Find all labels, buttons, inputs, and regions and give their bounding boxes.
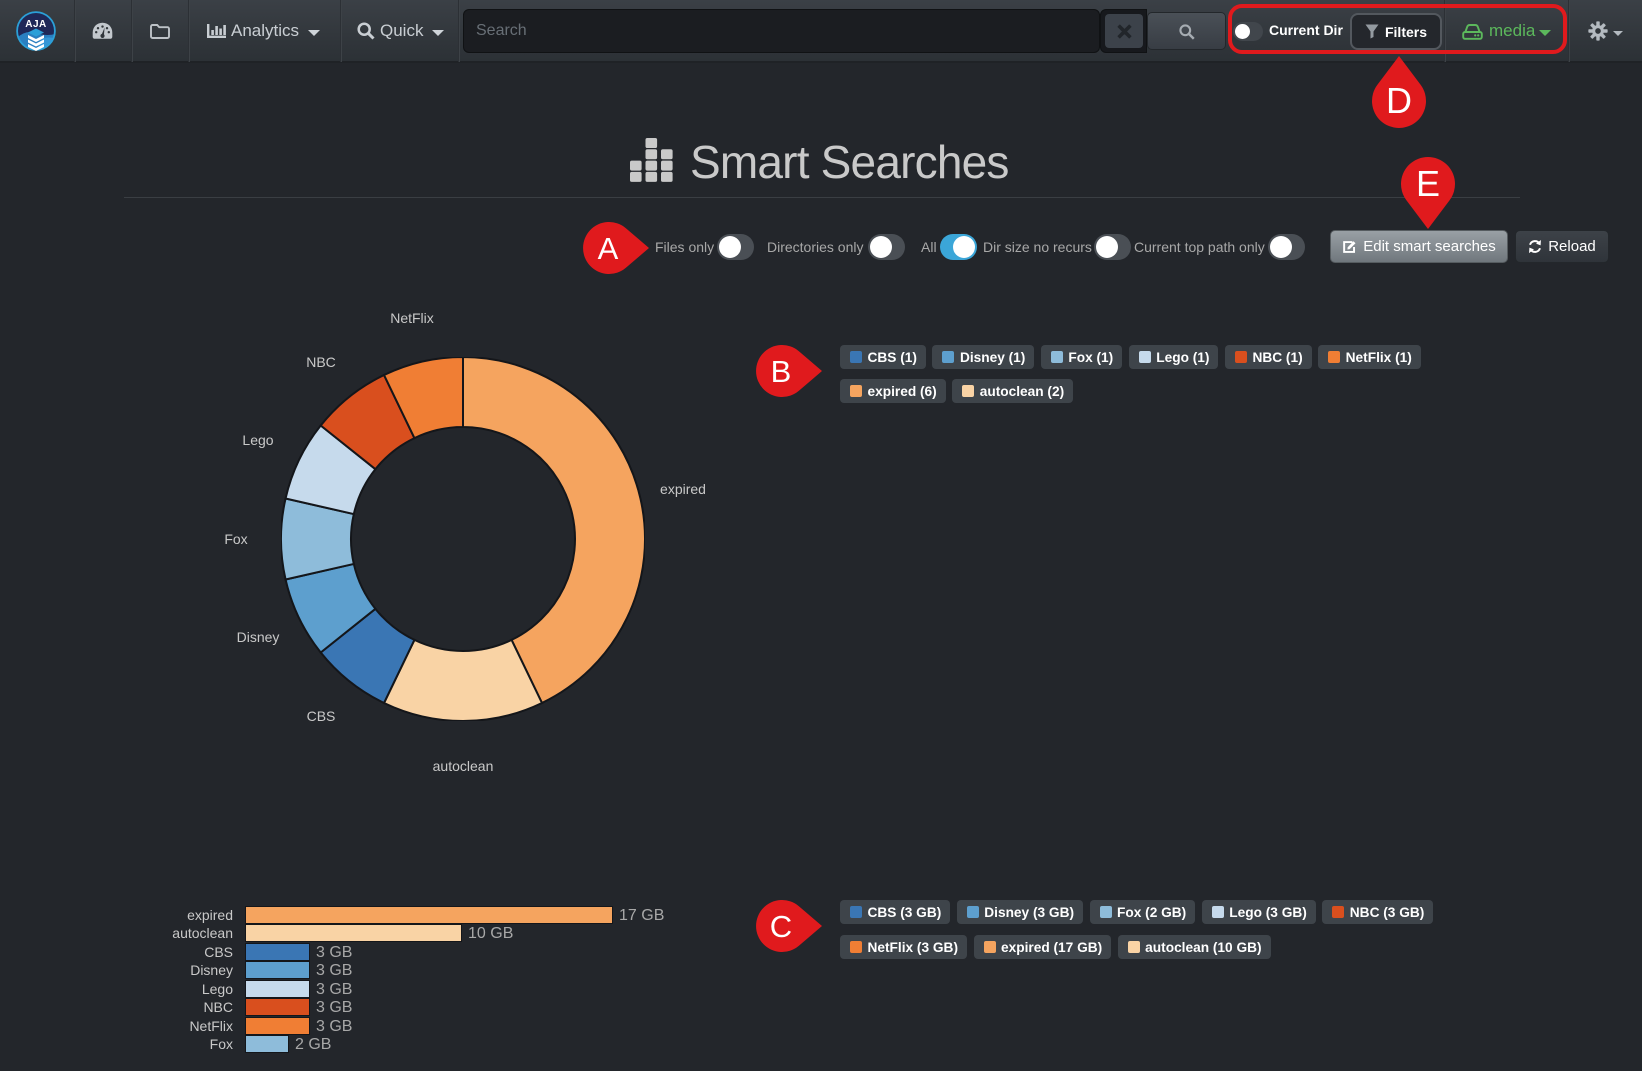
svg-text:B: B [771, 354, 792, 389]
svg-text:C: C [770, 909, 792, 944]
svg-text:AJA: AJA [25, 19, 47, 30]
svg-text:E: E [1416, 163, 1440, 204]
svg-text:D: D [1386, 80, 1412, 121]
svg-text:A: A [598, 231, 619, 266]
